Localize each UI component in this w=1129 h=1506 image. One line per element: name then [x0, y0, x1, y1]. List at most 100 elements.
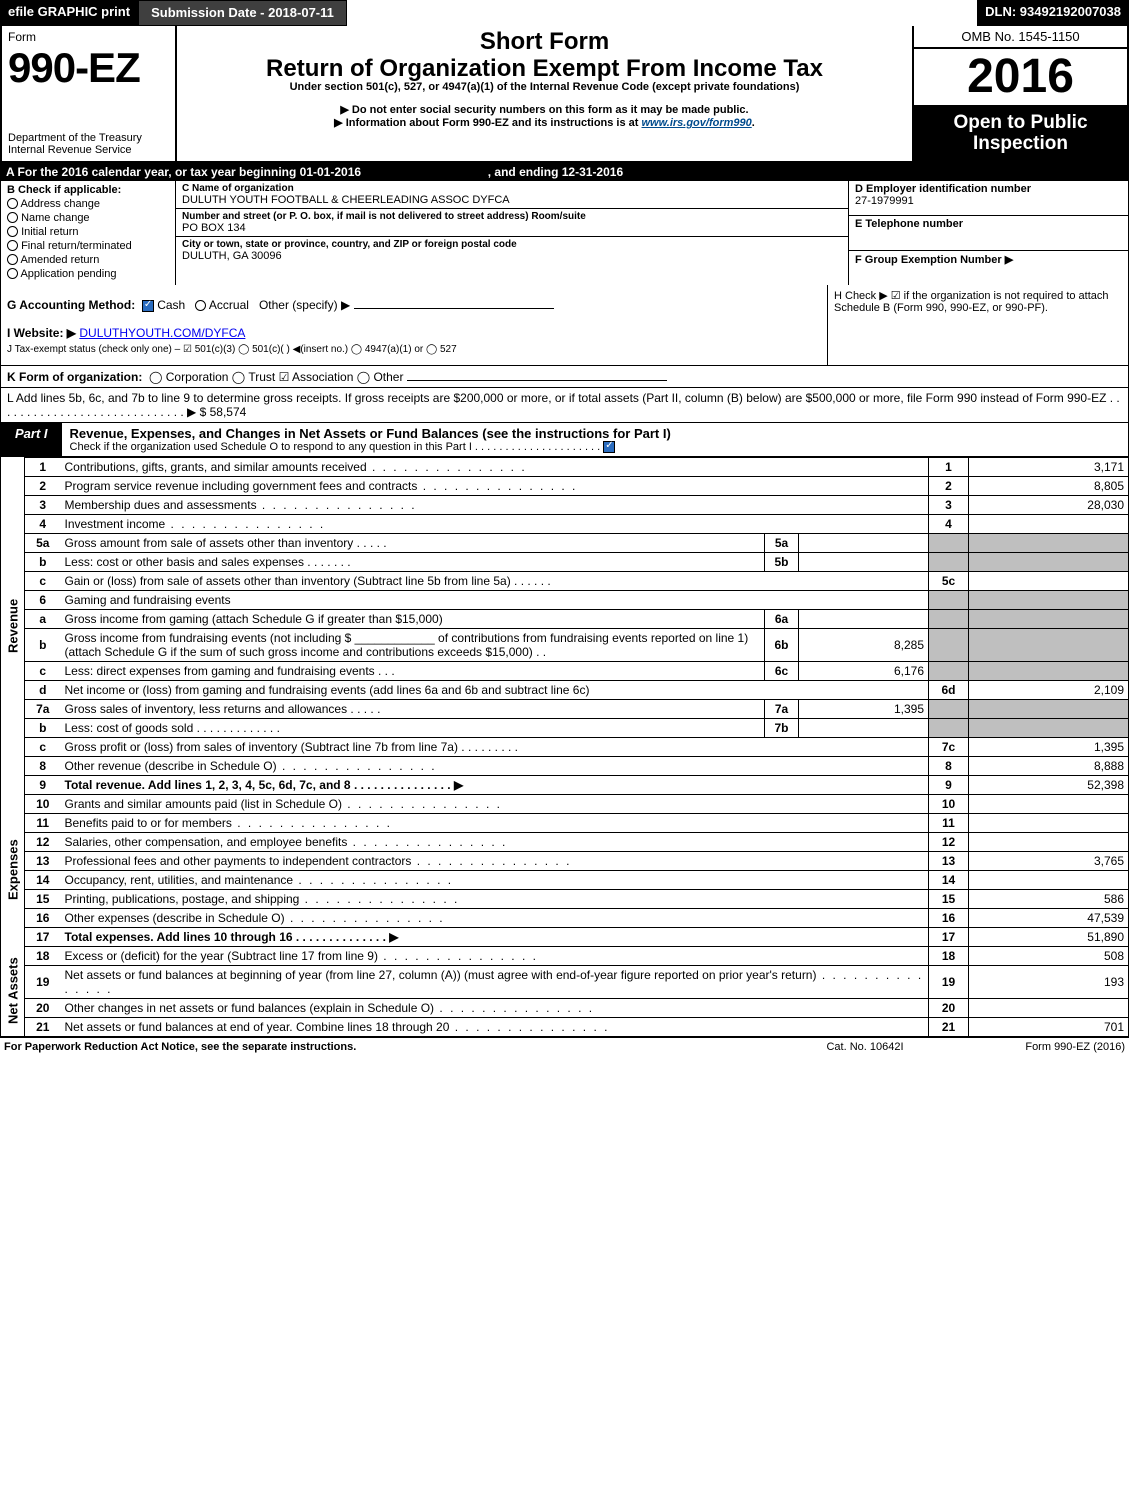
- line-11-amt: [969, 813, 1129, 832]
- line-7c-amt: 1,395: [969, 737, 1129, 756]
- tax-exempt-status: J Tax-exempt status (check only one) – ☑…: [7, 344, 821, 355]
- line-6a-no: a: [25, 609, 61, 628]
- line-21-no: 21: [25, 1017, 61, 1036]
- org-address-row: Number and street (or P. O. box, if mail…: [176, 209, 848, 237]
- line-4-desc: Investment income: [61, 514, 929, 533]
- line-16-amt: 47,539: [969, 908, 1129, 927]
- line-20-no: 20: [25, 998, 61, 1017]
- line-2-desc: Program service revenue including govern…: [61, 476, 929, 495]
- line-9-amt: 52,398: [969, 775, 1129, 794]
- line-10-no: 10: [25, 794, 61, 813]
- form-version: Form 990-EZ (2016): [945, 1041, 1125, 1053]
- line-6-no: 6: [25, 590, 61, 609]
- line-5c-desc: Gain or (loss) from sale of assets other…: [61, 571, 929, 590]
- part-i-tab: Part I: [1, 423, 62, 456]
- website-row: I Website: ▶ DULUTHYOUTH.COM/DYFCA: [7, 326, 821, 340]
- row-g-h: G Accounting Method: Cash Accrual Other …: [0, 285, 1129, 366]
- group-exemption-cell: F Group Exemption Number ▶: [849, 251, 1128, 285]
- department-label: Department of the Treasury Internal Reve…: [8, 132, 169, 157]
- line-1-desc: Contributions, gifts, grants, and simila…: [61, 457, 929, 476]
- section-c-org-info: C Name of organization DULUTH YOUTH FOOT…: [176, 181, 848, 285]
- line-6a-sub: 6a: [765, 609, 799, 628]
- chk-cash[interactable]: [142, 300, 154, 312]
- line-7b-desc: Less: cost of goods sold . . . . . . . .…: [61, 718, 765, 737]
- open-to-public: Open to Public Inspection: [914, 107, 1127, 161]
- line-7c-rno: 7c: [929, 737, 969, 756]
- line-7c-desc: Gross profit or (loss) from sales of inv…: [61, 737, 929, 756]
- line-21-rno: 21: [929, 1017, 969, 1036]
- org-city: DULUTH, GA 30096: [182, 250, 842, 262]
- header-notes: ▶ Do not enter social security numbers o…: [183, 103, 906, 129]
- part-i-check-line: Check if the organization used Schedule …: [70, 441, 1120, 453]
- line-6b-amt-shade: [969, 628, 1129, 661]
- line-12-desc: Salaries, other compensation, and employ…: [61, 832, 929, 851]
- line-16-rno: 16: [929, 908, 969, 927]
- line-14-amt: [969, 870, 1129, 889]
- line-13-desc: Professional fees and other payments to …: [61, 851, 929, 870]
- ein-cell: D Employer identification number 27-1979…: [849, 181, 1128, 216]
- line-4-rno: 4: [929, 514, 969, 533]
- line-19-desc: Net assets or fund balances at beginning…: [61, 965, 929, 998]
- omb-number: OMB No. 1545-1150: [914, 26, 1127, 49]
- line-19-rno: 19: [929, 965, 969, 998]
- line-7a-no: 7a: [25, 699, 61, 718]
- b-header: B Check if applicable:: [7, 184, 169, 196]
- line-6a-rno-shade: [929, 609, 969, 628]
- line-6-amt-shade: [969, 590, 1129, 609]
- line-13-no: 13: [25, 851, 61, 870]
- accounting-method: G Accounting Method: Cash Accrual Other …: [1, 285, 828, 365]
- submission-date: Submission Date - 2018-07-11: [138, 0, 347, 26]
- line-5c-no: c: [25, 571, 61, 590]
- line-21-amt: 701: [969, 1017, 1129, 1036]
- line-11-rno: 11: [929, 813, 969, 832]
- line-6c-amt-shade: [969, 661, 1129, 680]
- line-13-rno: 13: [929, 851, 969, 870]
- line-6c-desc: Less: direct expenses from gaming and fu…: [61, 661, 765, 680]
- note-info: ▶ Information about Form 990-EZ and its …: [183, 116, 906, 129]
- chk-final-return[interactable]: Final return/terminated: [7, 240, 169, 252]
- line-3-rno: 3: [929, 495, 969, 514]
- website-link[interactable]: DULUTHYOUTH.COM/DYFCA: [79, 326, 245, 340]
- line-6-rno-shade: [929, 590, 969, 609]
- line-6a-subval: [799, 609, 929, 628]
- line-5c-rno: 5c: [929, 571, 969, 590]
- line-18-no: 18: [25, 946, 61, 965]
- page-footer: For Paperwork Reduction Act Notice, see …: [0, 1037, 1129, 1056]
- chk-amended-return[interactable]: Amended return: [7, 254, 169, 266]
- chk-initial-return[interactable]: Initial return: [7, 226, 169, 238]
- line-8-amt: 8,888: [969, 756, 1129, 775]
- line-14-no: 14: [25, 870, 61, 889]
- line-6c-sub: 6c: [765, 661, 799, 680]
- line-8-desc: Other revenue (describe in Schedule O): [61, 756, 929, 775]
- note-ssn: ▶ Do not enter social security numbers o…: [183, 103, 906, 116]
- line-5c-amt: [969, 571, 1129, 590]
- netassets-side-label: Net Assets: [1, 946, 25, 1036]
- return-subtitle: Under section 501(c), 527, or 4947(a)(1)…: [183, 81, 906, 93]
- line-6b-no: b: [25, 628, 61, 661]
- line-10-desc: Grants and similar amounts paid (list in…: [61, 794, 929, 813]
- line-2-no: 2: [25, 476, 61, 495]
- line-7a-rno-shade: [929, 699, 969, 718]
- line-6d-amt: 2,109: [969, 680, 1129, 699]
- chk-name-change[interactable]: Name change: [7, 212, 169, 224]
- line-9-desc: Total revenue. Add lines 1, 2, 3, 4, 5c,…: [61, 775, 929, 794]
- line-15-desc: Printing, publications, postage, and shi…: [61, 889, 929, 908]
- form-header: Form 990-EZ Department of the Treasury I…: [0, 26, 1129, 163]
- irs-link[interactable]: www.irs.gov/form990: [642, 117, 752, 129]
- line-10-rno: 10: [929, 794, 969, 813]
- chk-accrual[interactable]: [195, 300, 206, 311]
- gross-receipts-note: L Add lines 5b, 6c, and 7b to line 9 to …: [0, 388, 1129, 423]
- chk-address-change[interactable]: Address change: [7, 198, 169, 210]
- line-16-desc: Other expenses (describe in Schedule O): [61, 908, 929, 927]
- line-7b-sub: 7b: [765, 718, 799, 737]
- chk-application-pending[interactable]: Application pending: [7, 268, 169, 280]
- line-9-no: 9: [25, 775, 61, 794]
- ein-value: 27-1979991: [855, 195, 914, 207]
- line-14-desc: Occupancy, rent, utilities, and maintena…: [61, 870, 929, 889]
- part-i-header: Part I Revenue, Expenses, and Changes in…: [0, 423, 1129, 457]
- line-5a-rno-shade: [929, 533, 969, 552]
- line-6d-desc: Net income or (loss) from gaming and fun…: [61, 680, 929, 699]
- chk-schedule-o[interactable]: [603, 441, 615, 453]
- line-7b-subval: [799, 718, 929, 737]
- line-17-rno: 17: [929, 927, 969, 946]
